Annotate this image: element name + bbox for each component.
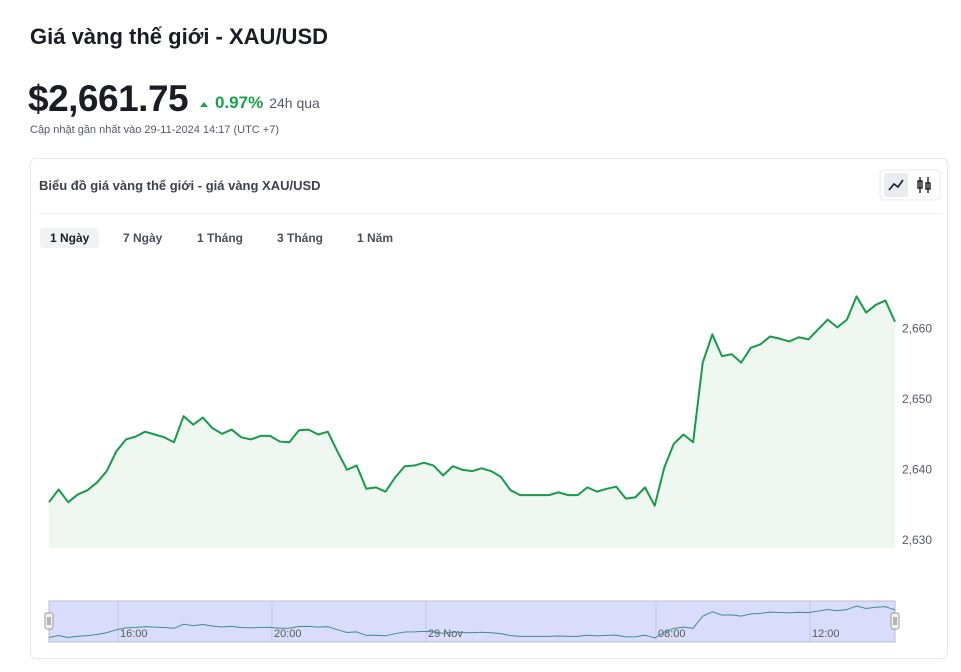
- chart-card: [30, 158, 948, 659]
- card-title: Biểu đồ giá vàng thế giới - giá vàng XAU…: [39, 178, 321, 193]
- tab[interactable]: 3 Tháng: [277, 231, 324, 245]
- navigator-line: [48, 605, 896, 639]
- price-line: [48, 295, 896, 507]
- navigator-label: 20:00: [274, 628, 302, 640]
- tab[interactable]: 1 Năm: [357, 231, 394, 245]
- navigator-label: 29 Nov: [428, 628, 463, 640]
- navigator-label: 16:00: [120, 628, 148, 640]
- price: $2,661.75: [28, 78, 189, 119]
- change-row: 0.97% 24h qua: [199, 93, 320, 113]
- navigator-label: 08:00: [658, 628, 686, 640]
- navigator-label: 12:00: [812, 628, 840, 640]
- navigator: [48, 600, 896, 643]
- navigator-handle[interactable]: [890, 612, 900, 630]
- up-arrow: [200, 102, 208, 107]
- line-icon: [888, 179, 904, 191]
- divider: [39, 213, 941, 214]
- page-title: Giá vàng thế giới - XAU/USD: [30, 24, 329, 49]
- y-tick-label: 2,640: [902, 463, 932, 477]
- y-tick-label: 2,630: [902, 533, 932, 547]
- candle-mode-button[interactable]: [917, 177, 931, 193]
- change: 0.97%: [215, 93, 264, 112]
- updated-time: Cập nhật gần nhất vào 29-11-2024 14:17 (…: [30, 124, 279, 136]
- change-period: 24h qua: [269, 95, 320, 111]
- y-tick-label: 2,660: [902, 322, 932, 336]
- navigator-handle[interactable]: [44, 612, 54, 630]
- tab[interactable]: 1 Ngày: [40, 228, 100, 248]
- area: [49, 296, 895, 548]
- tab[interactable]: 1 Tháng: [197, 231, 244, 245]
- tab[interactable]: 7 Ngày: [123, 231, 163, 245]
- y-tick-label: 2,650: [902, 392, 932, 406]
